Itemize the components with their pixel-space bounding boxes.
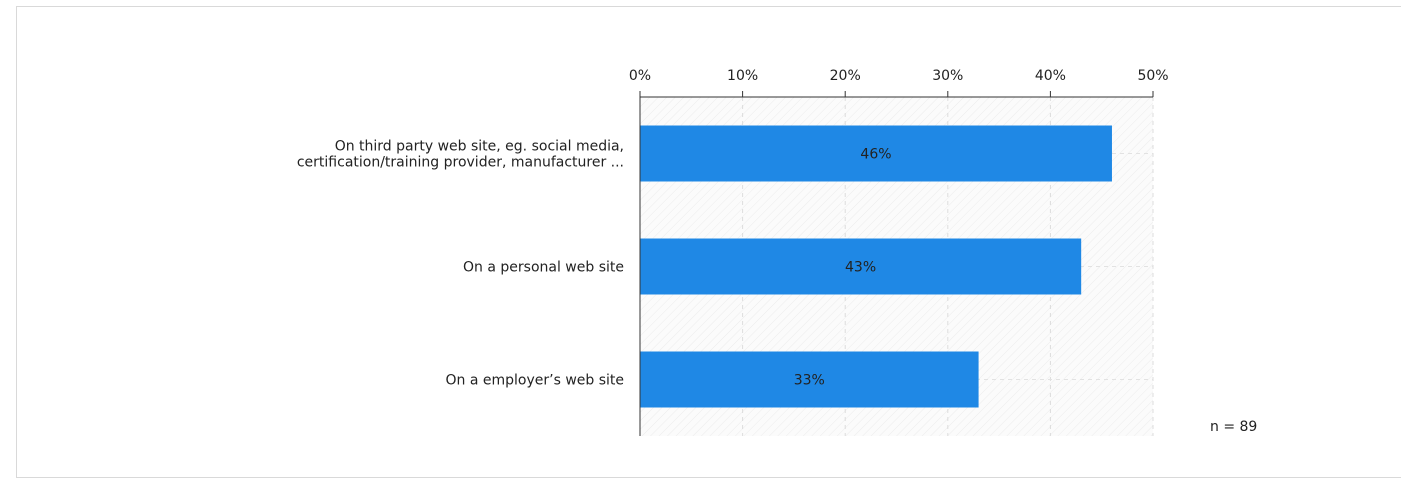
sample-size-note: n = 89 bbox=[1210, 419, 1257, 435]
category-label-0: On third party web site, eg. social medi… bbox=[297, 139, 624, 171]
x-axis-ticks: 0% 10% 20% 30% 40% 50% bbox=[629, 68, 1169, 97]
category-label-line-0-1: certification/training provider, manufac… bbox=[297, 155, 624, 171]
category-label-line-2-0: On a employer’s web site bbox=[446, 373, 625, 389]
bar-value-label-0: 46% bbox=[860, 147, 891, 163]
bars: 46% 43% 33% bbox=[640, 125, 1112, 408]
bar-0 bbox=[640, 125, 1112, 182]
category-label-2: On a employer’s web site bbox=[446, 373, 625, 389]
category-label-line-1-0: On a personal web site bbox=[463, 260, 624, 276]
category-label-line-0-0: On third party web site, eg. social medi… bbox=[335, 139, 624, 155]
category-label-1: On a personal web site bbox=[463, 260, 624, 276]
x-tick-label-40: 40% bbox=[1035, 68, 1066, 84]
x-tick-label-30: 30% bbox=[932, 68, 963, 84]
x-tick-label-50: 50% bbox=[1137, 68, 1168, 84]
category-labels: On third party web site, eg. social medi… bbox=[297, 139, 624, 389]
x-tick-label-20: 20% bbox=[830, 68, 861, 84]
x-tick-label-0: 0% bbox=[629, 68, 651, 84]
bar-2 bbox=[640, 351, 979, 408]
bar-value-label-1: 43% bbox=[845, 260, 876, 276]
bar-value-label-2: 33% bbox=[794, 373, 825, 389]
bar-1 bbox=[640, 238, 1082, 295]
x-tick-label-10: 10% bbox=[727, 68, 758, 84]
